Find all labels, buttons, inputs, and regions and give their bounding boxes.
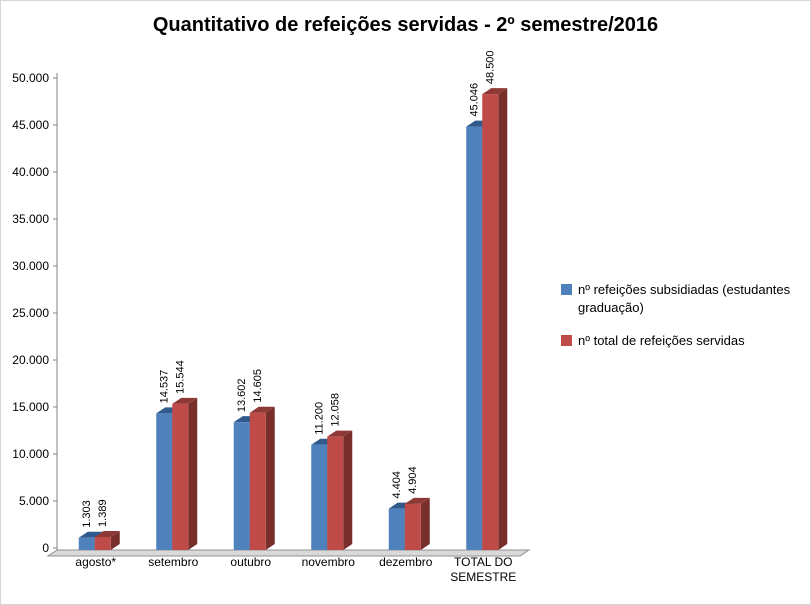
bar-side-1-1 [188, 397, 198, 550]
y-tick-label: 0 [42, 541, 49, 555]
plot-floor [46, 549, 531, 557]
bar-side-1-0 [110, 530, 120, 550]
bar-0-2 [233, 422, 250, 550]
bar-top-1-4 [404, 497, 430, 504]
y-tick-label: 10.000 [12, 447, 49, 461]
legend-label-total: nº total de refeições servidas [578, 333, 745, 349]
x-category-label: outubro [230, 555, 271, 569]
x-category-label: agosto* [75, 555, 116, 569]
bar-value-label: 45.046 [468, 83, 480, 117]
x-category-label: SEMESTRE [450, 570, 516, 584]
bar-1-3 [327, 436, 344, 550]
bar-value-label: 13.602 [236, 378, 248, 412]
bar-value-label: 4.904 [407, 466, 419, 494]
chart-title: Quantitativo de refeições servidas - 2º … [152, 14, 659, 36]
bar-top-1-5 [482, 88, 508, 95]
bar-1-2 [249, 412, 266, 550]
y-tick-label: 35.000 [12, 212, 49, 226]
y-tick-label: 5.000 [19, 494, 49, 508]
bar-top-1-0 [94, 530, 120, 537]
y-tick-label: 15.000 [12, 400, 49, 414]
bar-top-1-2 [249, 406, 275, 413]
x-category-label: novembro [302, 555, 356, 569]
y-tick-label: 25.000 [12, 306, 49, 320]
bar-value-label: 1.389 [97, 499, 109, 527]
x-category-label: TOTAL DO [454, 555, 512, 569]
bar-value-label: 12.058 [329, 393, 341, 427]
bar-value-label: 11.200 [313, 402, 325, 435]
y-tick-label: 20.000 [12, 353, 49, 367]
bar-0-0 [78, 537, 95, 550]
bar-0-5 [466, 126, 483, 550]
legend-swatch-total-icon [561, 335, 572, 347]
legend-label-subsidiadas: nº refeições subsidiadas (estudantes gra… [578, 282, 791, 315]
bar-1-0 [94, 536, 111, 550]
legend-swatch-subsidiadas-icon [561, 284, 572, 295]
x-category-label: setembro [148, 555, 198, 569]
bar-1-5 [482, 94, 499, 550]
bar-value-label: 14.605 [252, 369, 264, 403]
y-tick-label: 40.000 [12, 165, 49, 179]
bar-value-label: 15.544 [174, 360, 186, 394]
bar-side-1-5 [498, 88, 508, 550]
bar-top-0-0 [78, 531, 104, 538]
x-category-label: dezembro [379, 555, 433, 569]
bar-1-4 [404, 503, 421, 550]
bar-value-label: 4.404 [391, 471, 403, 499]
bar-top-1-3 [327, 430, 353, 437]
bar-1-1 [172, 403, 189, 550]
bar-value-label: 1.303 [81, 500, 93, 528]
bar-side-1-2 [265, 406, 275, 550]
y-tick-label: 45.000 [12, 118, 49, 132]
y-tick-label: 30.000 [12, 259, 49, 273]
bar-top-1-1 [172, 397, 198, 404]
bar-value-label: 14.537 [158, 370, 170, 404]
bar-value-label: 48.500 [484, 50, 496, 84]
bar-0-1 [156, 413, 173, 550]
bar-0-3 [311, 444, 328, 550]
legend-item-subsidiadas: nº refeições subsidiadas (estudantes gra… [561, 281, 809, 316]
bar-side-1-4 [420, 497, 430, 550]
bar-side-1-3 [343, 430, 353, 550]
y-tick-label: 50.000 [12, 71, 49, 85]
bar-0-4 [388, 508, 405, 550]
legend-item-total: nº total de refeições servidas [561, 332, 809, 350]
chart-legend: nº refeições subsidiadas (estudantes gra… [561, 281, 809, 366]
